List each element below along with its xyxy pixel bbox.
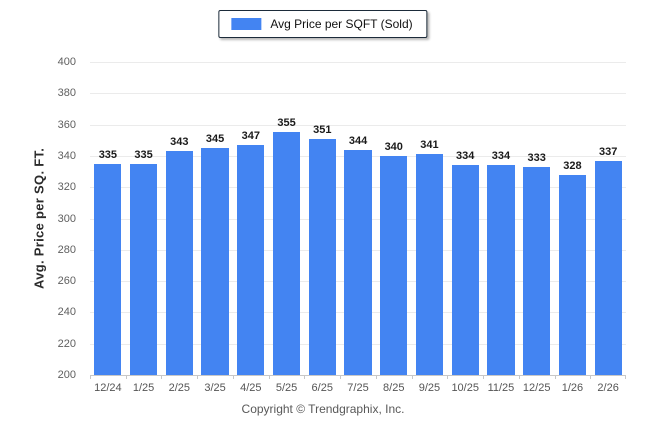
y-tick-label: 320 [57, 181, 76, 194]
bar-slot: 345 3/25 [197, 62, 233, 394]
bar-value-label: 337 [598, 145, 618, 158]
x-axis-tick [268, 375, 270, 379]
bar-value-label: 334 [456, 150, 475, 163]
x-tick-label: 1/26 [561, 382, 584, 394]
bar [308, 138, 336, 375]
bar-slot: 328 1/26 [555, 62, 591, 394]
x-axis-tick [375, 375, 377, 379]
x-axis-tick [340, 375, 342, 379]
bar-slots: 335 12/24 335 1/25 343 2/25 345 3/25 347 4/25 355 5… [90, 62, 626, 394]
bar-value-label: 334 [491, 150, 511, 163]
bar-slot: 351 6/25 [304, 62, 340, 394]
bar [594, 160, 622, 375]
bar-value-label: 341 [420, 139, 439, 152]
bar [380, 155, 408, 375]
bar-slot: 341 9/25 [412, 62, 448, 394]
bar [201, 148, 229, 375]
bar [523, 166, 551, 375]
x-axis-tick [625, 375, 626, 379]
x-axis-tick [554, 375, 556, 379]
bar-value-label: 328 [563, 159, 582, 172]
y-tick-label: 240 [57, 306, 76, 319]
x-tick-label: 3/25 [204, 382, 226, 394]
bar [558, 174, 586, 375]
y-tick-label: 260 [57, 275, 76, 288]
bar [130, 163, 158, 375]
x-tick-label: 8/25 [383, 382, 405, 394]
x-tick-label: 7/25 [347, 382, 369, 394]
bar-value-label: 343 [170, 136, 189, 149]
x-tick-label: 11/25 [487, 382, 515, 394]
bar-slot: 334 10/25 [447, 62, 483, 394]
bar-value-label: 335 [134, 148, 153, 161]
x-tick-label: 10/25 [451, 382, 479, 394]
bar-slot: 333 12/25 [519, 62, 555, 394]
x-axis-tick [90, 375, 91, 379]
bar [487, 165, 515, 375]
x-axis-tick [304, 375, 306, 379]
x-axis-tick [447, 375, 449, 379]
bar-value-label: 351 [313, 123, 332, 136]
bar-value-label: 347 [241, 129, 260, 142]
x-axis-tick [590, 375, 592, 379]
bar-slot: 337 2/26 [590, 62, 626, 394]
bar-slot: 347 4/25 [233, 62, 269, 394]
x-tick-label: 12/25 [522, 382, 551, 394]
y-tick-label: 220 [57, 337, 76, 350]
legend-label: Avg Price per SQFT (Sold) [270, 17, 413, 31]
bar [94, 163, 122, 375]
bar-value-label: 345 [205, 133, 225, 146]
y-tick-label: 400 [57, 56, 76, 68]
gridline [90, 93, 626, 95]
bar-slot: 335 1/25 [126, 62, 162, 394]
bar-value-label: 333 [527, 151, 546, 164]
y-tick-label: 380 [57, 87, 76, 100]
bar-value-label: 335 [98, 148, 118, 161]
x-tick-label: 9/25 [418, 382, 441, 394]
bar-slot: 344 7/25 [340, 62, 376, 394]
x-axis-tick [483, 375, 485, 379]
x-axis-tick [232, 375, 234, 379]
gridline [90, 62, 626, 63]
bar-slot: 334 11/25 [483, 62, 519, 394]
x-tick-label: 2/25 [168, 382, 191, 394]
plot-area: 335 12/24 335 1/25 343 2/25 345 3/25 347 4/25 355 5… [90, 62, 626, 394]
x-axis-tick [161, 375, 163, 379]
y-tick-label: 360 [57, 118, 76, 131]
y-tick-label: 200 [57, 369, 76, 381]
bar [237, 144, 265, 375]
x-axis-tick [197, 375, 199, 379]
x-tick-label: 5/25 [275, 382, 298, 394]
x-tick-label: 1/25 [132, 382, 155, 394]
y-tick-label: 300 [57, 212, 76, 225]
x-tick-label: 2/26 [597, 382, 619, 394]
bar-slot: 335 12/24 [90, 62, 126, 394]
y-tick-label: 280 [57, 243, 76, 256]
bar [415, 154, 444, 375]
bar-value-label: 344 [348, 134, 368, 147]
x-tick-label: 6/25 [311, 382, 333, 394]
y-tick-label: 340 [57, 149, 76, 162]
bar-value-label: 355 [277, 117, 296, 130]
x-tick-label: 12/24 [94, 382, 122, 394]
bar-slot: 343 2/25 [161, 62, 197, 394]
x-tick-label: 4/25 [240, 382, 262, 394]
copyright-footer: Copyright © Trendgraphix, Inc. [241, 402, 405, 416]
bar-slot: 355 5/25 [269, 62, 305, 394]
bar [344, 149, 372, 375]
x-axis-tick [411, 375, 413, 379]
bar-slot: 340 8/25 [376, 62, 412, 394]
bar-value-label: 340 [384, 140, 403, 153]
x-axis-tick [125, 375, 127, 379]
legend-swatch [231, 18, 262, 30]
chart-legend: Avg Price per SQFT (Sold) [218, 10, 428, 38]
bar [451, 165, 479, 375]
bar [272, 132, 301, 375]
gridline [90, 124, 626, 126]
bar [165, 151, 193, 375]
x-axis-tick [518, 375, 520, 379]
y-axis-tick-labels: 200 220 240 260 280 300 320 340 360 380 400 [0, 56, 82, 381]
